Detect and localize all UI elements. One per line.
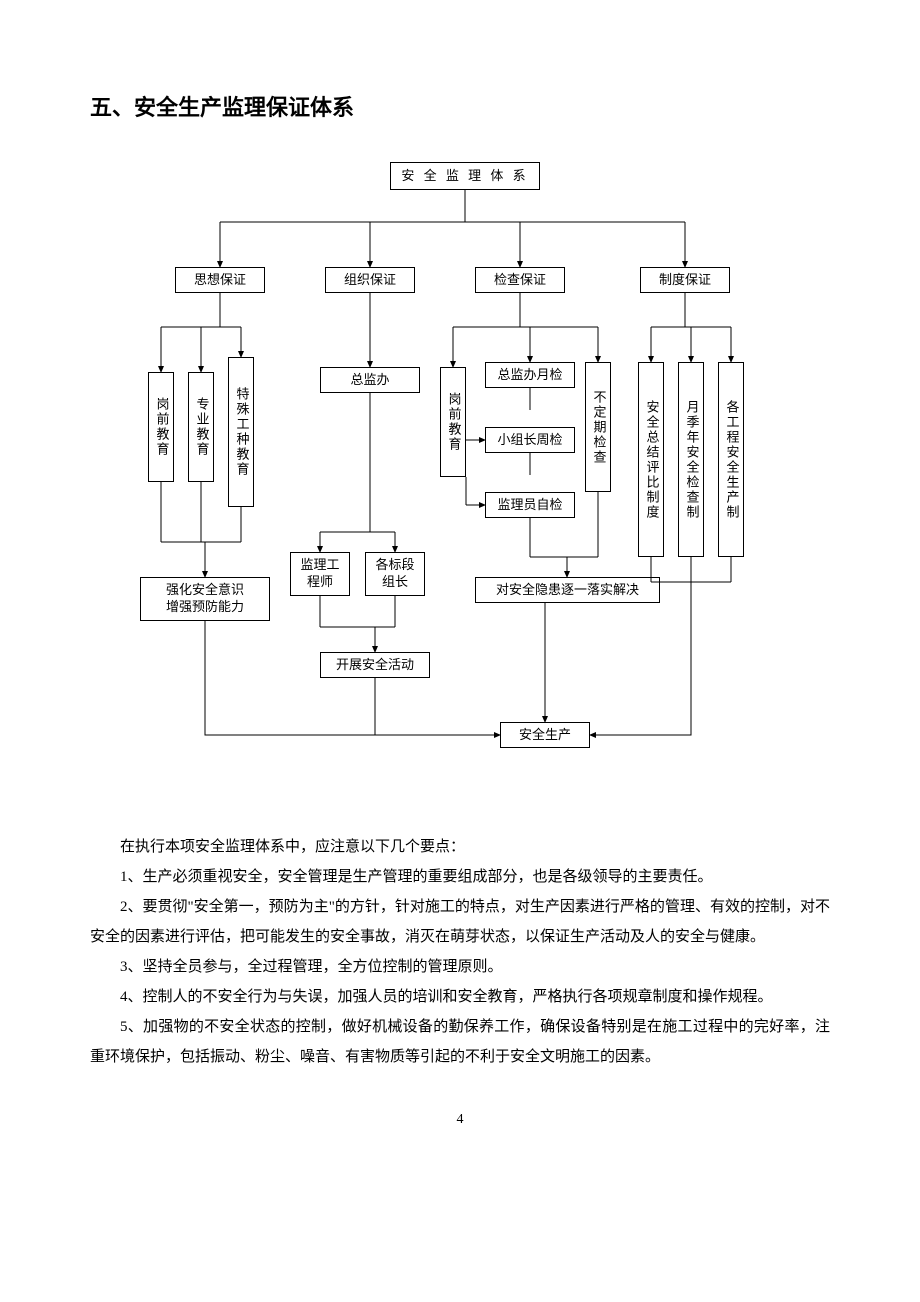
paragraph: 1、生产必须重视安全，安全管理是生产管理的重要组成部分，也是各级领导的主要责任。 xyxy=(90,862,830,892)
node-zhuanye-edu: 专业教育 xyxy=(188,372,214,482)
node-sys-pingbi: 安全总结评比制度 xyxy=(638,362,664,557)
paragraph: 5、加强物的不安全状态的控制，做好机械设备的勤保养工作，确保设备特别是在施工过程… xyxy=(90,1012,830,1072)
node-check-out: 对安全隐患逐一落实解决 xyxy=(475,577,660,603)
node-engineer: 监理工程师 xyxy=(290,552,350,596)
node-check: 检查保证 xyxy=(475,267,565,293)
node-system: 制度保证 xyxy=(640,267,730,293)
body-text: 在执行本项安全监理体系中，应注意以下几个要点： 1、生产必须重视安全，安全管理是… xyxy=(90,832,830,1072)
paragraph: 2、要贯彻"安全第一，预防为主"的方针，针对施工的特点，对生产因素进行严格的管理… xyxy=(90,892,830,952)
section-title: 五、安全生产监理保证体系 xyxy=(90,90,830,122)
node-month-check: 总监办月检 xyxy=(485,362,575,388)
node-engineer-label: 监理工程师 xyxy=(297,557,343,591)
node-root: 安 全 监 理 体 系 xyxy=(390,162,540,190)
paragraph: 在执行本项安全监理体系中，应注意以下几个要点： xyxy=(90,832,830,862)
node-check-gangqian: 岗前教育 xyxy=(440,367,466,477)
node-org: 组织保证 xyxy=(325,267,415,293)
node-teshu-edu: 特殊工种教育 xyxy=(228,357,254,507)
flowchart: 安 全 监 理 体 系 思想保证 组织保证 检查保证 制度保证 岗前教育 专业教… xyxy=(140,162,780,802)
paragraph: 3、坚持全员参与，全过程管理，全方位控制的管理原则。 xyxy=(90,952,830,982)
node-zongjian: 总监办 xyxy=(320,367,420,393)
node-gangqian-edu: 岗前教育 xyxy=(148,372,174,482)
node-self-check: 监理员自检 xyxy=(485,492,575,518)
node-week-check: 小组长周检 xyxy=(485,427,575,453)
node-thought-out: 强化安全意识 增强预防能力 xyxy=(140,577,270,621)
node-thought: 思想保证 xyxy=(175,267,265,293)
node-sys-jiancha: 月季年安全检查制 xyxy=(678,362,704,557)
node-activity: 开展安全活动 xyxy=(320,652,430,678)
node-sys-shengchan: 各工程安全生产制 xyxy=(718,362,744,557)
node-final: 安全生产 xyxy=(500,722,590,748)
paragraph: 4、控制人的不安全行为与失误，加强人员的培训和安全教育，严格执行各项规章制度和操… xyxy=(90,982,830,1012)
node-leader-label: 各标段组长 xyxy=(372,557,418,591)
page-number: 4 xyxy=(90,1112,830,1128)
node-leader: 各标段组长 xyxy=(365,552,425,596)
node-random-check: 不定期检查 xyxy=(585,362,611,492)
